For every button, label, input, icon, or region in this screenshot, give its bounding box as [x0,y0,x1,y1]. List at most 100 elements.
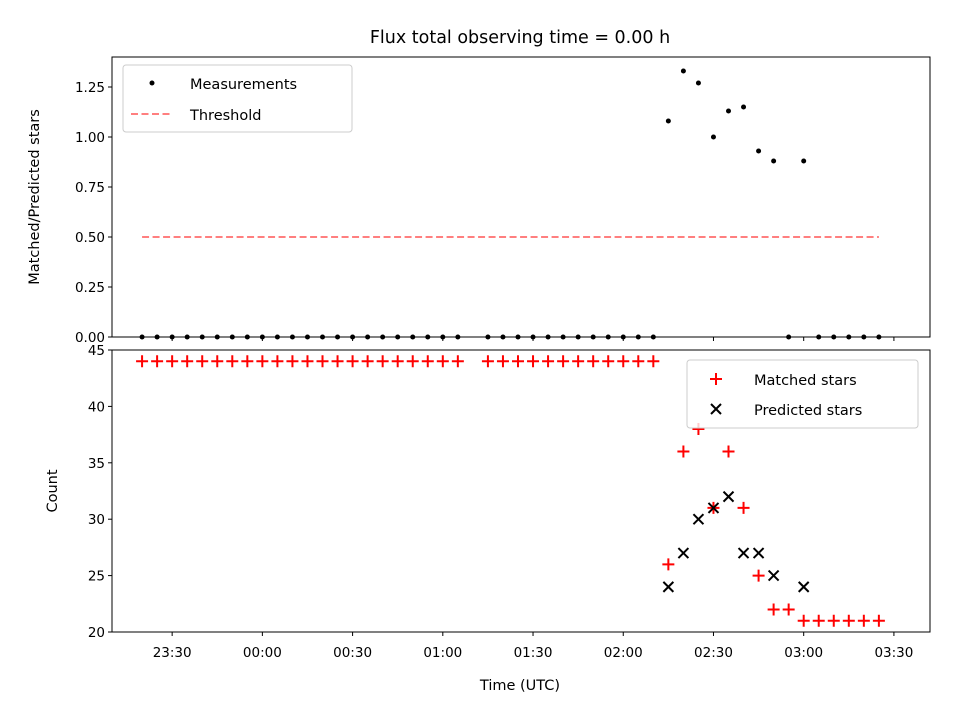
predicted-stars-point [662,581,675,593]
legend-predicted-marker [710,403,722,415]
matched-stars-point [196,355,209,368]
matched-stars-point [151,355,164,368]
x-tick-label: 23:30 [153,645,192,661]
matched-stars-point [226,355,239,368]
bottom-y-axis-label: Count [45,469,61,512]
top-y-tick-label: 0.75 [75,180,105,196]
bottom-y-tick-label: 40 [88,399,105,415]
top-plot-frame [111,56,931,338]
legend-matched-label: Matched stars [754,373,857,389]
measurement-point [756,148,762,154]
bottom-y-tick-label: 35 [88,456,105,472]
predicted-stars-point [737,547,750,559]
measurement-point [710,134,716,140]
bottom-y-tick-label: 45 [88,343,105,359]
bottom-legend: Matched stars Predicted stars [686,359,919,429]
matched-stars-point [557,355,570,368]
x-tick-label: 00:30 [333,645,372,661]
matched-stars-point [617,355,630,368]
matched-stars-point [316,355,329,368]
matched-stars-point [241,355,254,368]
bottom-legend-box [686,359,919,429]
predicted-stars-point [767,569,780,582]
matched-stars-point [767,603,780,616]
bottom-y-tick-label: 30 [88,512,105,528]
matched-stars-point [737,501,750,514]
measurement-point [665,118,671,124]
top-legend: Measurements Threshold [122,64,353,133]
matched-stars-point [782,603,795,616]
legend-threshold-label: Threshold [189,108,261,124]
bottom-y-ticks: 20 25 30 35 40 45 [88,343,112,641]
measurement-point [801,158,807,164]
top-legend-box [122,64,353,133]
top-y-tick-label: 0.25 [75,280,105,296]
bottom-y-tick-label: 25 [88,569,105,585]
top-y-tick-label: 1.00 [75,130,105,146]
matched-stars-point [602,355,615,368]
measurement-point [680,68,686,74]
x-tick-label: 02:00 [604,645,643,661]
matched-stars-point [406,355,419,368]
matched-stars-point [376,355,389,368]
matched-stars-point [587,355,600,368]
matched-stars-point [572,355,585,368]
matched-stars-point [211,355,224,368]
top-y-ticks: 0.00 0.25 0.50 0.75 1.00 1.25 [75,80,112,346]
bottom-y-tick-label: 20 [88,625,105,641]
matched-stars-point [677,445,690,458]
predicted-stars-point [722,490,735,503]
top-y-axis-label: Matched/Predicted stars [27,109,43,285]
matched-stars-point [662,558,675,571]
bottom-x-ticks: 23:30 00:00 00:30 01:00 01:30 02:00 02:30 03:00… [153,632,913,661]
predicted-stars-point [707,502,720,514]
bottom-plot-frame [111,349,931,633]
matched-stars-point [542,355,555,368]
predicted-stars-point [677,547,690,559]
predicted-stars-point [752,547,765,559]
top-x-ticks [171,337,895,341]
bottom-panel: 20 25 30 35 40 45 23:30 00:00 00:30 01:00 01:30 02… [45,343,931,694]
matched-stars-point [421,355,434,368]
matched-stars-point [301,355,314,368]
matched-stars-point [511,355,524,368]
x-tick-label: 03:00 [784,645,823,661]
measurement-point [726,108,732,114]
x-tick-label: 01:30 [514,645,553,661]
x-tick-label: 02:30 [694,645,733,661]
x-axis-label: Time (UTC) [479,678,560,694]
matched-stars-point [286,355,299,368]
matched-stars-point [722,445,735,458]
matched-stars-point [812,614,825,627]
matched-stars-point [872,614,885,627]
chart-title: Flux total observing time = 0.00 h [370,28,670,48]
matched-stars-point [181,355,194,368]
matched-stars-point [527,355,540,368]
top-y-tick-label: 1.25 [75,80,105,96]
measurement-point [741,104,747,110]
measurement-point [695,80,701,86]
matched-stars-point [436,355,449,368]
matched-stars-point [496,355,509,368]
matched-stars-point [391,355,404,368]
matched-stars-point [361,355,374,368]
bottom-marks [136,355,885,627]
matched-stars-point [136,355,149,368]
matched-stars-point [346,355,359,368]
legend-measurements-label: Measurements [190,77,297,93]
matched-stars-point [647,355,660,368]
matched-stars-point [271,355,284,368]
measurement-point [771,158,777,164]
matched-stars-point [632,355,645,368]
top-y-tick-label: 0.00 [75,330,105,346]
top-panel: 0.00 0.25 0.50 0.75 1.00 1.25 Matched/Predict… [27,56,931,346]
matched-stars-point [857,614,870,627]
x-tick-label: 00:00 [243,645,282,661]
predicted-stars-point [797,581,810,593]
legend-matched-marker [710,373,722,385]
legend-predicted-label: Predicted stars [754,403,862,419]
x-tick-label: 03:30 [874,645,913,661]
matched-stars-point [166,355,179,368]
matched-stars-point [256,355,269,368]
